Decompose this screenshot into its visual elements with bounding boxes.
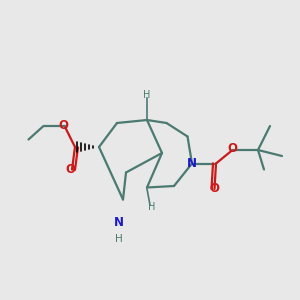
Text: H: H bbox=[143, 90, 151, 100]
Text: N: N bbox=[113, 215, 124, 229]
Text: H: H bbox=[148, 202, 155, 212]
Text: O: O bbox=[58, 119, 68, 132]
Text: H: H bbox=[115, 233, 122, 244]
Text: N: N bbox=[187, 157, 197, 170]
Text: O: O bbox=[227, 142, 238, 155]
Text: O: O bbox=[65, 163, 76, 176]
Text: O: O bbox=[209, 182, 220, 196]
